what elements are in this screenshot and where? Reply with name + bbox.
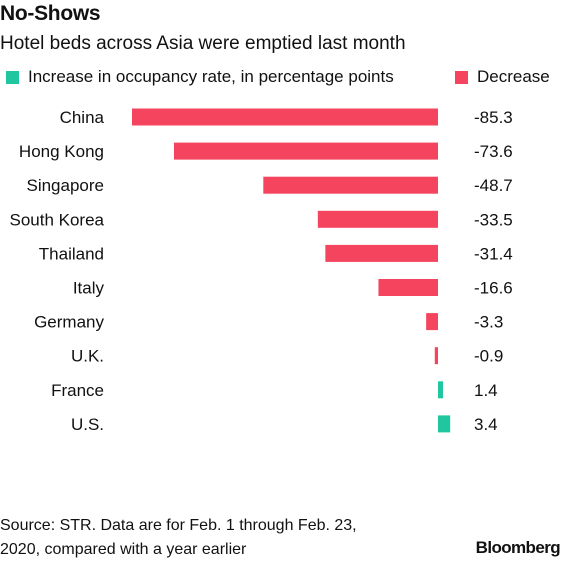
bar — [173, 142, 438, 160]
value-label: 3.4 — [474, 415, 498, 434]
bar — [132, 108, 438, 126]
value-label: 1.4 — [474, 381, 498, 400]
bar — [263, 176, 438, 194]
category-label: U.K. — [71, 347, 104, 366]
value-label: -31.4 — [474, 244, 513, 263]
category-label: Singapore — [26, 176, 104, 195]
bar — [438, 415, 451, 433]
category-label: U.S. — [71, 415, 104, 434]
source-line-1: Source: STR. Data are for Feb. 1 through… — [0, 517, 357, 534]
legend-label-decrease: Decrease — [477, 67, 550, 86]
value-label: -85.3 — [474, 108, 513, 127]
category-label: France — [51, 381, 104, 400]
value-label: -0.9 — [474, 347, 503, 366]
legend: Increase in occupancy rate, in percentag… — [0, 67, 566, 89]
legend-swatch-decrease — [455, 70, 468, 84]
legend-label-increase: Increase in occupancy rate, in percentag… — [28, 67, 394, 86]
bar — [317, 210, 438, 228]
legend-item-decrease: Decrease — [455, 67, 550, 87]
category-label: China — [60, 108, 105, 127]
bar — [426, 313, 438, 331]
value-label: -48.7 — [474, 176, 513, 195]
bar — [378, 279, 438, 296]
value-label: -3.3 — [474, 313, 503, 332]
bar-chart: China -85.3 Hong Kong -73.6 Singapore -48.7 So… — [9, 108, 513, 434]
bloomberg-logo: Bloomberg — [475, 538, 561, 557]
chart-title: No-Shows — [0, 2, 101, 25]
value-label: -16.6 — [474, 279, 513, 298]
value-label: -73.6 — [474, 142, 513, 161]
category-label: Italy — [73, 279, 105, 298]
bar — [325, 244, 438, 262]
bar — [434, 347, 438, 365]
source-note: Source: STR. Data are for Feb. 1 through… — [0, 514, 357, 562]
category-label: Germany — [34, 313, 104, 332]
category-label: South Korea — [9, 210, 104, 229]
category-label: Thailand — [39, 244, 104, 263]
legend-item-increase: Increase in occupancy rate, in percentag… — [6, 67, 394, 87]
chart-subtitle: Hotel beds across Asia were emptied last… — [0, 33, 406, 54]
source-line-2: 2020, compared with a year earlier — [0, 541, 247, 558]
value-label: -33.5 — [474, 210, 513, 229]
legend-swatch-increase — [6, 70, 19, 84]
bar — [438, 381, 444, 399]
category-label: Hong Kong — [19, 142, 104, 161]
